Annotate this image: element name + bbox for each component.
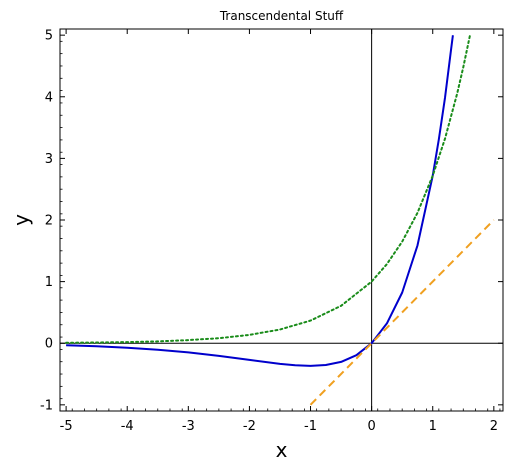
x-tick-label: 0 [367,419,375,434]
plot-frame [59,28,504,412]
y-tick-label: -1 [40,398,53,413]
y-tick-label: 0 [45,337,53,352]
y-tick-label: 3 [45,152,53,167]
x-tick-label: -1 [304,419,317,434]
plot-area: -5 -4 -3 -2 -1 0 1 2 -1 0 1 2 3 4 5 [40,28,504,434]
y-axis-title: y [9,214,33,226]
x-tick-label: -2 [243,419,256,434]
x-tick-label: 2 [490,419,498,434]
chart-title: Transcendental Stuff [219,9,344,23]
y-tick-label: 1 [45,275,53,290]
x-axis-title: x [276,438,288,462]
y-tick-label: 5 [45,29,53,44]
series-line-2 [65,34,471,344]
series-line-1 [66,35,454,367]
x-tick-label: -5 [60,419,73,434]
x-tick-label: 1 [429,419,437,434]
y-tick-label: 4 [45,90,53,105]
x-tick-label: -4 [121,419,134,434]
series-group [65,34,495,406]
x-tick-label: -3 [182,419,195,434]
y-tick-label: 2 [45,214,53,229]
series-line-3 [309,219,495,406]
